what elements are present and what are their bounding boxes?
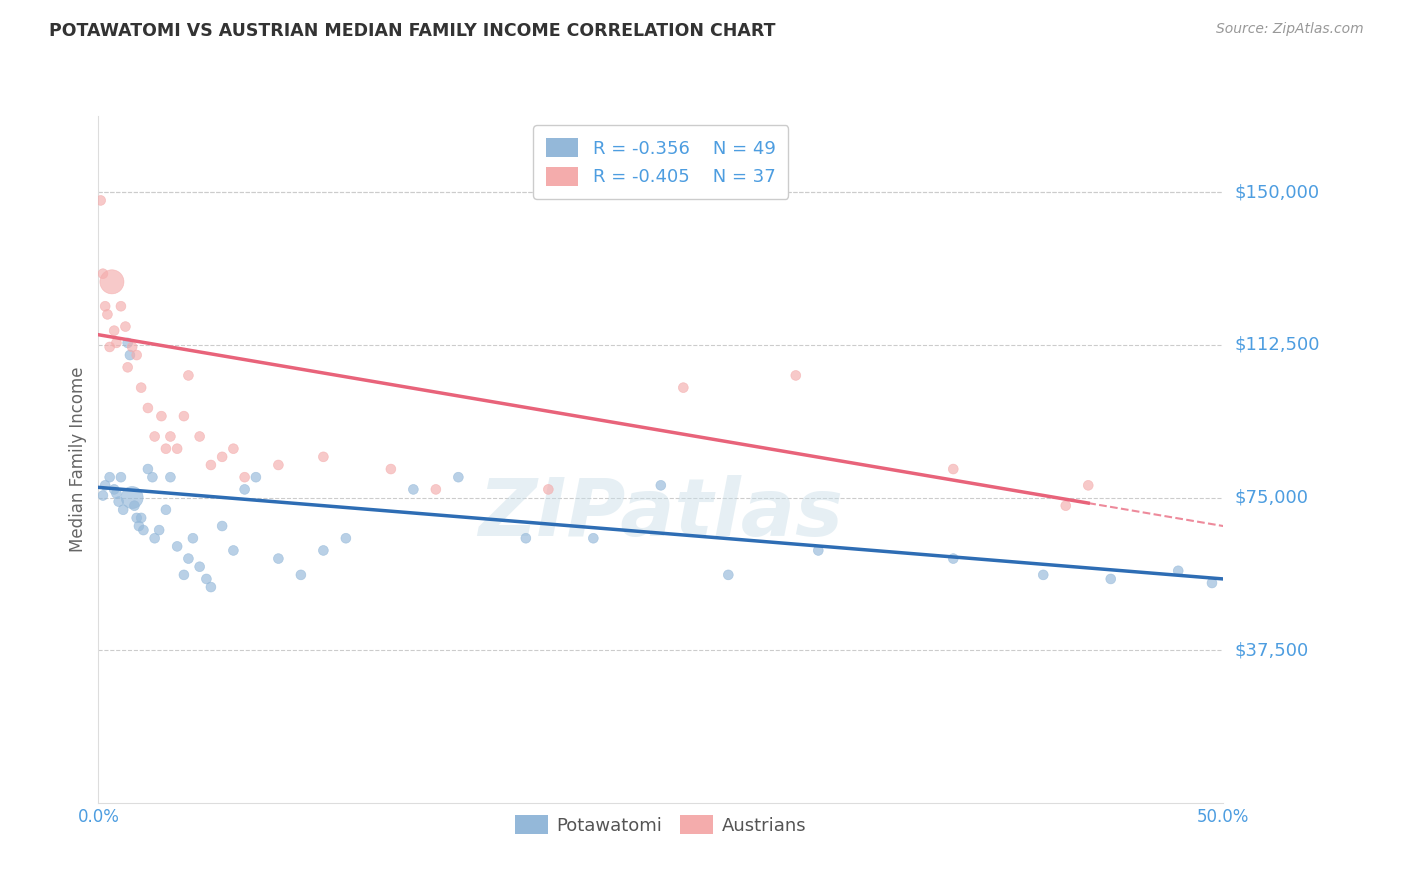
Point xyxy=(117,335,139,350)
Text: ZIPatlas: ZIPatlas xyxy=(478,475,844,553)
Point xyxy=(94,299,117,313)
Point xyxy=(233,470,256,484)
Point xyxy=(177,551,200,566)
Point xyxy=(380,462,402,476)
Point xyxy=(110,470,132,484)
Point xyxy=(91,488,114,502)
Point xyxy=(96,307,118,321)
Point xyxy=(188,559,211,574)
Point xyxy=(155,442,177,456)
Point xyxy=(98,470,121,484)
Point xyxy=(91,267,114,281)
Point xyxy=(125,511,148,525)
Point xyxy=(173,409,195,424)
Point xyxy=(582,531,605,545)
Point xyxy=(121,491,143,505)
Point xyxy=(181,531,204,545)
Point xyxy=(312,450,335,464)
Point xyxy=(672,381,695,395)
Point xyxy=(245,470,267,484)
Point xyxy=(148,523,170,537)
Point xyxy=(312,543,335,558)
Point xyxy=(121,340,143,354)
Point xyxy=(101,275,124,289)
Y-axis label: Median Family Income: Median Family Income xyxy=(69,367,87,552)
Point xyxy=(90,194,112,208)
Point xyxy=(537,483,560,497)
Point xyxy=(211,450,233,464)
Text: $75,000: $75,000 xyxy=(1234,489,1309,507)
Point xyxy=(103,483,125,497)
Point xyxy=(132,523,155,537)
Text: Source: ZipAtlas.com: Source: ZipAtlas.com xyxy=(1216,22,1364,37)
Text: $37,500: $37,500 xyxy=(1234,641,1309,659)
Point xyxy=(188,429,211,443)
Point xyxy=(1077,478,1099,492)
Text: $112,500: $112,500 xyxy=(1234,336,1320,354)
Point xyxy=(1054,499,1077,513)
Point xyxy=(124,499,146,513)
Point xyxy=(1099,572,1122,586)
Point xyxy=(155,502,177,516)
Point xyxy=(267,551,290,566)
Point xyxy=(98,340,121,354)
Point xyxy=(942,462,965,476)
Point xyxy=(211,519,233,533)
Point xyxy=(425,483,447,497)
Legend: Potawatomi, Austrians: Potawatomi, Austrians xyxy=(508,807,814,842)
Point xyxy=(717,567,740,582)
Point xyxy=(136,401,159,415)
Point xyxy=(650,478,672,492)
Point xyxy=(233,483,256,497)
Point xyxy=(267,458,290,472)
Point xyxy=(402,483,425,497)
Point xyxy=(141,470,163,484)
Point xyxy=(200,458,222,472)
Point xyxy=(447,470,470,484)
Point xyxy=(1032,567,1054,582)
Point xyxy=(166,540,188,554)
Point xyxy=(125,348,148,362)
Point xyxy=(335,531,357,545)
Point xyxy=(195,572,218,586)
Point xyxy=(118,348,141,362)
Point xyxy=(112,502,135,516)
Point xyxy=(942,551,965,566)
Point xyxy=(1167,564,1189,578)
Point xyxy=(94,478,117,492)
Point xyxy=(136,462,159,476)
Point xyxy=(222,543,245,558)
Point xyxy=(807,543,830,558)
Point xyxy=(173,567,195,582)
Point xyxy=(159,470,181,484)
Point xyxy=(150,409,173,424)
Point xyxy=(129,381,152,395)
Text: POTAWATOMI VS AUSTRIAN MEDIAN FAMILY INCOME CORRELATION CHART: POTAWATOMI VS AUSTRIAN MEDIAN FAMILY INC… xyxy=(49,22,776,40)
Point xyxy=(128,519,150,533)
Point xyxy=(200,580,222,594)
Point xyxy=(110,299,132,313)
Point xyxy=(117,360,139,375)
Point xyxy=(1201,576,1223,591)
Point xyxy=(105,335,128,350)
Point xyxy=(222,442,245,456)
Point xyxy=(166,442,188,456)
Point xyxy=(159,429,181,443)
Point xyxy=(177,368,200,383)
Point xyxy=(114,319,136,334)
Point xyxy=(143,429,166,443)
Point xyxy=(785,368,807,383)
Point xyxy=(515,531,537,545)
Point xyxy=(105,486,128,500)
Text: $150,000: $150,000 xyxy=(1234,183,1319,202)
Point xyxy=(290,567,312,582)
Point xyxy=(129,511,152,525)
Point xyxy=(103,324,125,338)
Point xyxy=(107,494,129,508)
Point xyxy=(143,531,166,545)
